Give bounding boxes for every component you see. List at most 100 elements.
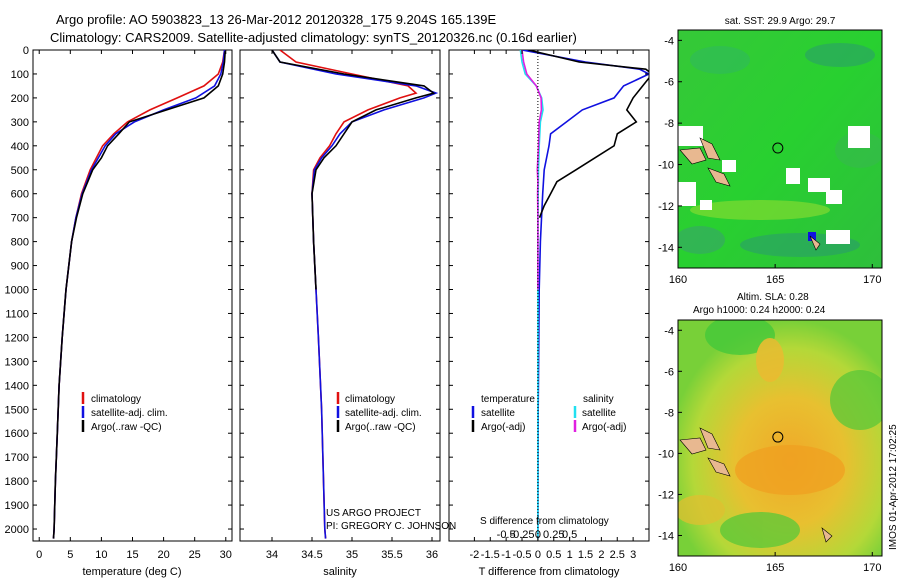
x-tick-label: 36 [426, 549, 438, 561]
x-tick-label: -0.5 [513, 549, 532, 561]
top-tick-label: -0.5 [497, 529, 516, 541]
difference-top-xlabel: S difference from climatology [480, 516, 609, 527]
legend-label-climatology: climatology [91, 394, 141, 405]
y-tick-label: 1100 [5, 308, 29, 320]
legend-label-t-satellite: satellite [481, 408, 515, 419]
map-x-tick-label: 165 [766, 274, 784, 286]
series-difference-s-argo-adj- [521, 50, 543, 290]
temperature-legend: climatology satellite-adj. clim. Argo(..… [81, 392, 168, 433]
top-tick-label: 0.5 [562, 529, 577, 541]
map-x-tick-label: 160 [669, 274, 687, 286]
y-tick-label: 1800 [5, 476, 29, 488]
sla-map-image [678, 320, 882, 556]
series-difference-t-argo-adj- [528, 50, 649, 218]
salinity-legend: climatology satellite-adj. clim. Argo(..… [336, 392, 422, 433]
temperature-xlabel: temperature (deg C) [82, 566, 181, 578]
sla-argo-location-marker [772, 431, 784, 443]
map-y-tick-label: -4 [664, 325, 674, 337]
map-y-tick-label: -6 [664, 77, 674, 89]
top-tick-label: 0 [535, 529, 541, 541]
legend-label-climatology: climatology [345, 394, 395, 405]
x-tick-label: 0 [36, 549, 42, 561]
map-x-tick-label: 170 [863, 274, 881, 286]
y-tick-label: 1400 [5, 380, 29, 392]
difference-xlabel: T difference from climatology [479, 566, 620, 578]
x-tick-label: 25 [189, 549, 201, 561]
y-tick-label: 400 [11, 141, 29, 153]
salinity-plot-area [239, 49, 441, 542]
y-tick-label: 600 [11, 189, 29, 201]
map-y-tick-label: -8 [664, 118, 674, 130]
y-tick-label: 2000 [5, 524, 29, 536]
x-tick-label: 3 [630, 549, 636, 561]
figure-title-line1: Argo profile: AO 5903823_13 26-Mar-2012 … [56, 12, 497, 27]
sst-map-image [678, 30, 882, 268]
x-tick-label: 2.5 [610, 549, 625, 561]
x-tick-label: 2 [598, 549, 604, 561]
x-tick-label: 1 [567, 549, 573, 561]
legend-label-argo: Argo(..raw -QC) [345, 422, 416, 433]
salinity-xlabel: salinity [323, 566, 357, 578]
x-tick-label: 34.5 [301, 549, 322, 561]
x-tick-label: 0 [535, 549, 541, 561]
series-salinity-climatology [279, 50, 418, 539]
difference-legend: temperature salinity satellite Argo(-adj… [471, 394, 626, 433]
x-tick-label: 5 [67, 549, 73, 561]
y-tick-label: 500 [11, 165, 29, 177]
legend-label-s-argo: Argo(-adj) [582, 422, 626, 433]
x-tick-label: -2 [470, 549, 480, 561]
legend-title-salinity: salinity [583, 394, 614, 405]
sst-argo-location-marker [772, 142, 784, 154]
x-tick-label: -1.5 [481, 549, 500, 561]
map-y-tick-label: -14 [658, 242, 674, 254]
y-tick-label: 1000 [5, 285, 29, 297]
series-temperature-satellite-adj-clim- [52, 50, 226, 539]
y-tick-label: 1300 [5, 356, 29, 368]
sla-map-title: Altim. SLA: 0.28 [737, 292, 809, 303]
y-tick-label: 0 [23, 45, 29, 57]
map-y-tick-label: -4 [664, 35, 674, 47]
sla-map-subtitle: Argo h1000: 0.24 h2000: 0.24 [693, 305, 826, 316]
sla-map-frame [677, 319, 883, 557]
y-tick-label: 1200 [5, 332, 29, 344]
sst-map-title: sat. SST: 29.9 Argo: 29.7 [725, 16, 836, 27]
map-y-tick-label: -8 [664, 407, 674, 419]
x-tick-label: 35 [346, 549, 358, 561]
y-tick-label: 800 [11, 237, 29, 249]
x-tick-label: -1 [501, 549, 511, 561]
legend-label-t-argo: Argo(-adj) [481, 422, 525, 433]
credit-line2: PI: GREGORY C. JOHNSON [326, 521, 456, 532]
credit-line1: US ARGO PROJECT [326, 508, 421, 519]
map-y-tick-label: -6 [664, 366, 674, 378]
y-tick-label: 300 [11, 117, 29, 129]
difference-plot-area [448, 49, 650, 542]
y-tick-label: 1500 [5, 404, 29, 416]
x-tick-label: 34 [266, 549, 278, 561]
legend-label-argo: Argo(..raw -QC) [91, 422, 162, 433]
top-tick-label: 0.25 [543, 529, 564, 541]
map-y-tick-label: -12 [658, 201, 674, 213]
map-y-tick-label: -10 [658, 448, 674, 460]
legend-label-satellite: satellite-adj. clim. [91, 408, 168, 419]
x-tick-label: 15 [126, 549, 138, 561]
y-tick-label: 200 [11, 93, 29, 105]
x-tick-label: 30 [220, 549, 232, 561]
x-tick-label: 0.5 [546, 549, 561, 561]
map-x-tick-label: 160 [669, 562, 687, 574]
y-tick-label: 1700 [5, 452, 29, 464]
x-tick-label: 1.5 [578, 549, 593, 561]
map-x-tick-label: 170 [863, 562, 881, 574]
sst-map-frame [677, 29, 883, 269]
series-difference-t-satellite [521, 50, 649, 539]
map-y-tick-label: -12 [658, 489, 674, 501]
map-y-tick-label: -10 [658, 160, 674, 172]
y-tick-label: 1600 [5, 428, 29, 440]
series-salinity-satellite-adj-clim- [271, 50, 439, 539]
y-tick-label: 900 [11, 261, 29, 273]
series-temperature-argo-raw-qc- [52, 51, 226, 539]
map-x-tick-label: 165 [766, 562, 784, 574]
x-tick-label: 35.5 [381, 549, 402, 561]
series-salinity-argo-raw-qc- [271, 50, 436, 290]
imos-timestamp-label: IMOS 01-Apr-2012 17:02:25 [888, 424, 899, 550]
top-tick-label: -0.25 [509, 529, 534, 541]
